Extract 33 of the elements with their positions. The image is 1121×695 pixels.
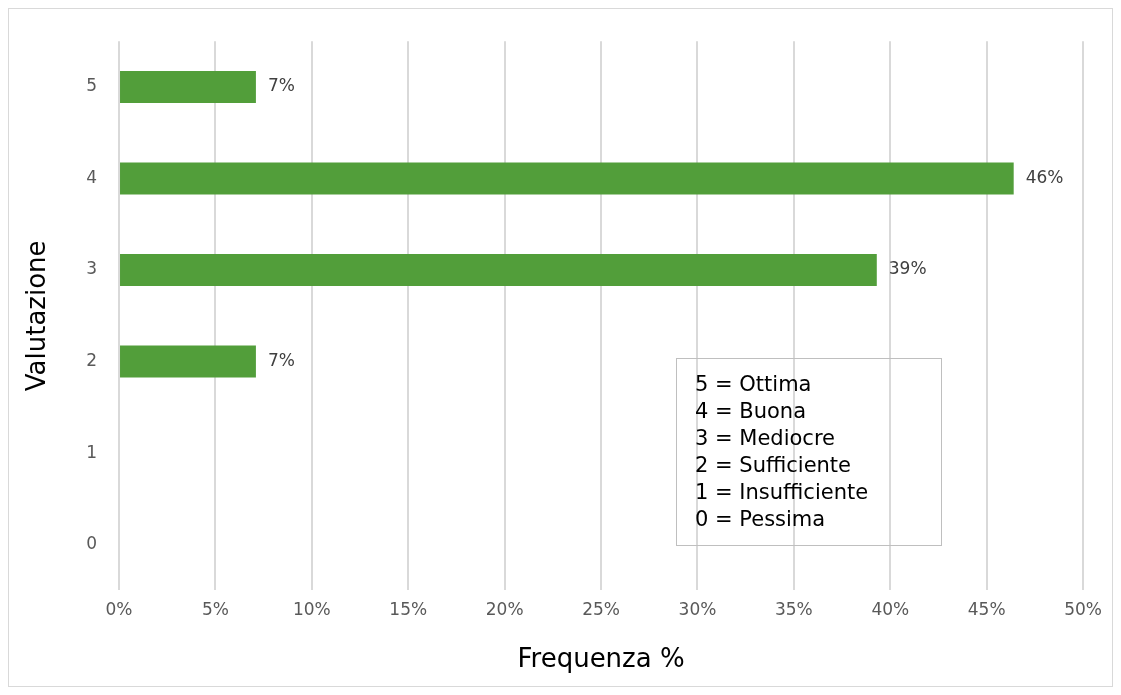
x-tick-label: 50% bbox=[1064, 599, 1103, 620]
y-tick-label: 1 bbox=[86, 441, 98, 462]
x-axis-title: Frequenza % bbox=[517, 643, 685, 674]
x-tick-label: 10% bbox=[292, 599, 331, 620]
x-tick-label: 15% bbox=[389, 599, 428, 620]
x-tick-label: 30% bbox=[678, 599, 717, 620]
y-tick-label: 2 bbox=[86, 349, 98, 370]
annotation: 1 = Insufficiente bbox=[695, 479, 870, 506]
bar bbox=[120, 345, 256, 378]
annotation: 5 = Ottima bbox=[695, 371, 813, 398]
x-tick-label: 35% bbox=[774, 599, 813, 620]
data-label: 39% bbox=[888, 258, 927, 279]
y-tick-label: 3 bbox=[86, 258, 98, 279]
bar bbox=[120, 162, 1014, 195]
y-tick-label: 5 bbox=[86, 75, 98, 96]
x-tick-label: 0% bbox=[105, 599, 133, 620]
x-tick-label: 5% bbox=[201, 599, 229, 620]
annotation: 3 = Mediocre bbox=[695, 425, 836, 452]
data-label: 7% bbox=[267, 75, 295, 96]
data-label: 46% bbox=[1025, 166, 1064, 187]
x-tick-label: 25% bbox=[582, 599, 620, 620]
x-tick-label: 20% bbox=[485, 599, 524, 620]
annotation: 0 = Pessima bbox=[695, 506, 827, 533]
x-tick-label: 40% bbox=[871, 599, 910, 620]
y-tick-label: 0 bbox=[86, 533, 98, 554]
x-tick-label: 45% bbox=[967, 599, 1006, 620]
annotation: 4 = Buona bbox=[695, 398, 808, 425]
y-axis-title: Valutazione bbox=[21, 240, 52, 392]
y-tick-label: 4 bbox=[86, 166, 98, 187]
data-label: 7% bbox=[267, 349, 295, 370]
annotation: 2 = Sufficiente bbox=[695, 452, 852, 479]
bar bbox=[120, 70, 256, 103]
bar bbox=[120, 254, 877, 287]
